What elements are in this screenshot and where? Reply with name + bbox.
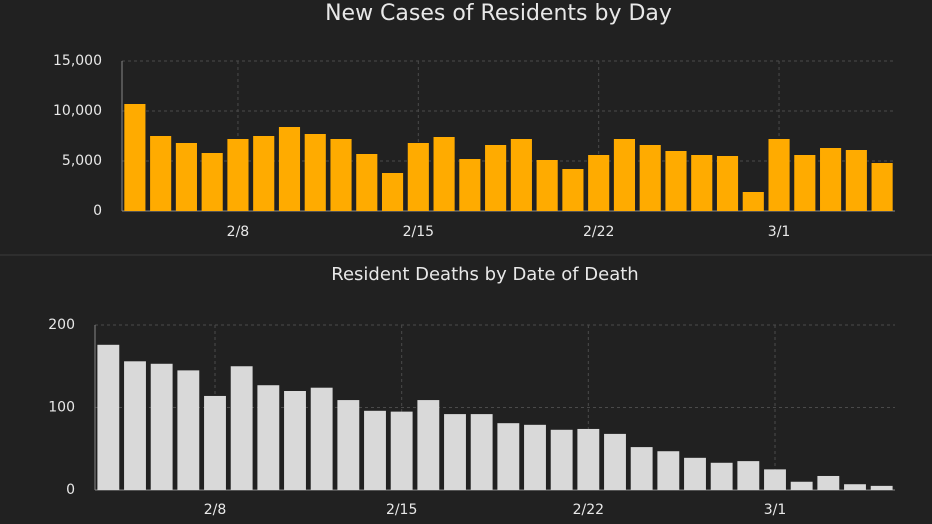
- bar: [417, 400, 440, 490]
- bar: [124, 104, 146, 211]
- y-tick-label: 100: [48, 400, 75, 416]
- bar: [278, 127, 301, 211]
- bar: [97, 344, 120, 490]
- x-tick-label: 2/8: [227, 224, 250, 240]
- bar: [790, 481, 813, 490]
- bar: [691, 155, 713, 211]
- y-tick-label: 10,000: [53, 103, 102, 119]
- bar: [870, 485, 893, 490]
- bar: [639, 145, 661, 211]
- bar: [253, 136, 275, 211]
- bar: [304, 134, 326, 211]
- bar: [485, 145, 507, 211]
- bar: [381, 173, 404, 211]
- bar: [177, 370, 200, 490]
- x-tick-label: 2/8: [204, 502, 227, 518]
- bar: [227, 139, 249, 211]
- x-tick-label: 2/15: [386, 502, 417, 518]
- y-tick-label: 15,000: [53, 53, 102, 69]
- bar: [284, 391, 306, 490]
- bar: [684, 457, 706, 490]
- bar: [665, 151, 687, 211]
- bar: [716, 156, 739, 211]
- bar: [407, 143, 429, 211]
- bar: [150, 363, 173, 490]
- bar: [562, 169, 584, 211]
- bar: [710, 462, 733, 490]
- bar: [390, 411, 413, 490]
- bar: [364, 410, 386, 490]
- bar: [330, 139, 352, 211]
- bar: [737, 461, 760, 490]
- y-tick-label: 5,000: [62, 153, 102, 169]
- bar: [524, 424, 546, 490]
- bar: [871, 163, 893, 211]
- bar: [550, 429, 573, 490]
- y-tick-label: 0: [93, 203, 102, 219]
- chart-title: New Cases of Residents by Day: [325, 1, 672, 26]
- bar: [470, 414, 493, 490]
- y-tick-label: 0: [66, 482, 75, 498]
- bar: [510, 139, 532, 211]
- bar: [844, 484, 866, 490]
- x-tick-label: 3/1: [764, 502, 787, 518]
- bar: [630, 447, 653, 490]
- x-tick-label: 2/22: [583, 224, 614, 240]
- bar: [124, 361, 146, 490]
- bar: [204, 395, 226, 490]
- bar: [230, 366, 253, 490]
- bar: [768, 139, 790, 211]
- bar: [657, 451, 680, 490]
- bar: [817, 475, 840, 490]
- bar: [356, 154, 378, 211]
- bar: [257, 385, 280, 490]
- bar: [310, 387, 333, 490]
- bar: [444, 414, 466, 490]
- bar: [604, 433, 626, 490]
- bar: [433, 137, 455, 211]
- bar: [459, 159, 481, 211]
- x-tick-label: 3/1: [768, 224, 791, 240]
- bar: [764, 469, 786, 490]
- x-tick-label: 2/15: [403, 224, 434, 240]
- bar: [150, 136, 172, 211]
- y-tick-label: 200: [48, 317, 75, 333]
- bar: [577, 428, 600, 490]
- bar: [588, 155, 610, 211]
- bar: [742, 192, 764, 211]
- bar: [613, 139, 636, 211]
- x-tick-label: 2/22: [573, 502, 604, 518]
- bar: [497, 423, 520, 490]
- bar: [794, 155, 816, 211]
- bar: [820, 148, 842, 211]
- bar: [175, 143, 197, 211]
- bar: [201, 153, 223, 211]
- chart-title: Resident Deaths by Date of Death: [331, 264, 638, 285]
- bar: [536, 160, 558, 211]
- bar: [337, 400, 360, 490]
- bar: [845, 150, 867, 211]
